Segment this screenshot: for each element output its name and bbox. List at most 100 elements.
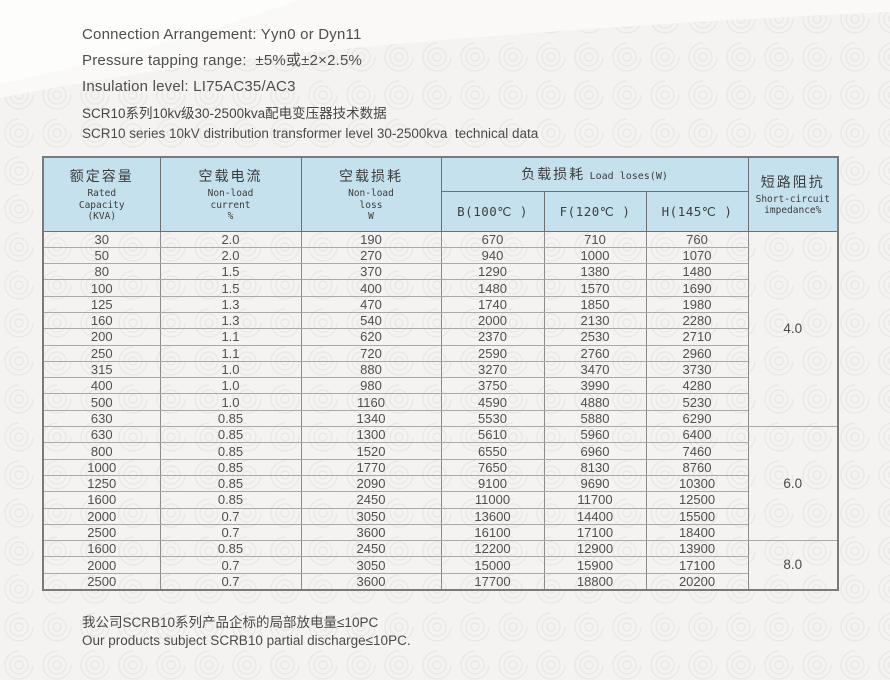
- table-cell: 670: [440, 230, 545, 248]
- table-cell: 13900: [645, 540, 749, 558]
- table-cell: 1850: [543, 295, 647, 313]
- table-cell: 9690: [543, 474, 647, 493]
- table-cell: 0.85: [159, 491, 302, 509]
- table-row: 500 1.0 1160 4590 4880 5230: [42, 393, 838, 411]
- table-title-block: SCR10系列10kv级30-2500kva配电变压器技术数据 SCR10 se…: [82, 104, 538, 144]
- table-cell: 630: [42, 409, 161, 428]
- table-cell: 17700: [440, 572, 545, 591]
- table-cell: 1.0: [159, 377, 302, 395]
- table-cell: 4880: [543, 393, 647, 411]
- table-cell: 470: [300, 295, 442, 313]
- table-cell: 1480: [645, 263, 749, 281]
- table-cell: 3990: [543, 377, 647, 395]
- table-cell: 13600: [440, 507, 545, 525]
- col-header-noload-loss-zh: 空载损耗: [339, 168, 403, 184]
- table-cell: 0.7: [159, 556, 302, 574]
- insulation-level-line: Insulation level: LI75AC35/AC3: [82, 78, 296, 95]
- table-row: 2500 0.7 3600 17700 18800 20200: [42, 572, 838, 591]
- col-header-noload-current: 空载电流 Non-load current %: [159, 156, 302, 232]
- table-cell: 0.7: [159, 507, 302, 525]
- table-cell: 8760: [645, 458, 749, 476]
- footer-note-en: Our products subject SCRB10 partial disc…: [82, 633, 411, 648]
- table-cell: 5880: [543, 409, 647, 428]
- table-cell: 125: [42, 295, 161, 313]
- table-cell: 1290: [440, 263, 545, 281]
- table-cell: 2710: [645, 328, 749, 346]
- table-cell: 1250: [42, 474, 161, 493]
- table-cell: 2000: [42, 556, 161, 574]
- table-cell: 1.1: [159, 328, 302, 346]
- table-cell: 315: [42, 360, 161, 379]
- table-cell: 1570: [543, 279, 647, 297]
- table-row: 80 1.5 370 1290 1380 1480: [42, 263, 838, 281]
- table-row: 1600 0.85 2450 12200 12900 13900 8.0: [42, 540, 839, 591]
- table-cell: 15500: [645, 507, 749, 525]
- table-cell: 2590: [440, 344, 545, 362]
- table-cell: 17100: [645, 556, 749, 574]
- table-cell: 0.85: [159, 442, 302, 460]
- table-row: 100 1.5 400 1480 1570 1690: [42, 279, 838, 297]
- table-row: 630 0.85 1340 5530 5880 6290: [42, 409, 838, 428]
- table-cell: 1070: [645, 246, 749, 265]
- table-header: 额定容量 Rated Capacity (KVA) 空载电流 Non-load …: [42, 156, 839, 232]
- table-cell: 14400: [543, 507, 647, 525]
- table-body: 30 2.0 190 670 710 760 4.0 50 2.0 270 940 1000 1070 8…: [42, 230, 839, 591]
- table-cell: 5610: [440, 426, 545, 444]
- table-cell: 1.0: [159, 393, 302, 411]
- table-row: 2000 0.7 3050 13600 14400 15500: [42, 507, 838, 525]
- col-header-rated-capacity-en: Rated Capacity (KVA): [78, 188, 125, 222]
- table-cell: 80: [42, 263, 161, 281]
- table-cell: 100: [42, 279, 161, 297]
- table-cell: 12200: [440, 540, 545, 558]
- table-cell: 2500: [42, 523, 161, 542]
- table-cell: 3470: [543, 360, 647, 379]
- table-cell: 270: [300, 246, 442, 265]
- table-cell: 980: [300, 377, 442, 395]
- table-cell: 1000: [42, 458, 161, 476]
- table-cell: 370: [300, 263, 442, 281]
- table-cell: 1.3: [159, 295, 302, 313]
- table-row: 250 1.1 720 2590 2760 2960: [42, 344, 838, 362]
- table-cell: 1340: [300, 409, 442, 428]
- table-row: 1600 0.85 2450 11000 11700 12500: [42, 491, 838, 509]
- col-header-class-b: B(100℃ ): [440, 190, 545, 232]
- technical-data-table: 额定容量 Rated Capacity (KVA) 空载电流 Non-load …: [42, 156, 840, 591]
- table-cell: 12500: [645, 491, 749, 509]
- col-header-rated-capacity-zh: 额定容量: [69, 168, 134, 184]
- table-cell: 15000: [440, 556, 545, 574]
- impedance-cell: 8.0: [747, 540, 839, 591]
- table-cell: 5530: [440, 409, 545, 428]
- table-cell: 1600: [42, 491, 161, 509]
- table-title-en: SCR10 series 10kV distribution transform…: [82, 126, 539, 141]
- table-row: 1000 0.85 1770 7650 8130 8760: [42, 458, 838, 476]
- col-header-noload-current-en: Non-load current %: [207, 188, 254, 222]
- table-cell: 4590: [440, 393, 545, 411]
- impedance-cell: 4.0: [747, 230, 839, 428]
- col-header-short-circuit-impedance: 短路阻抗 Short-circuit impedance%: [747, 156, 839, 232]
- table-cell: 2130: [543, 311, 647, 330]
- table-row: 2000 0.7 3050 15000 15900 17100: [42, 556, 838, 574]
- table-cell: 18400: [645, 523, 749, 542]
- table-cell: 1740: [440, 295, 545, 313]
- table-cell: 1520: [300, 442, 442, 460]
- table-cell: 1770: [300, 458, 442, 476]
- table-cell: 5230: [645, 393, 749, 411]
- table-cell: 3600: [300, 572, 442, 591]
- table-cell: 15900: [543, 556, 647, 574]
- table-cell: 9100: [440, 474, 545, 493]
- table-cell: 1.0: [159, 360, 302, 379]
- table-cell: 17100: [543, 523, 647, 542]
- col-header-noload-loss: 空载损耗 Non-load loss W: [300, 156, 442, 232]
- table-cell: 6400: [645, 426, 749, 444]
- table-cell: 50: [42, 246, 161, 265]
- table-cell: 16100: [440, 523, 545, 542]
- table-cell: 2450: [300, 540, 442, 558]
- table-cell: 0.7: [159, 572, 302, 591]
- table-row: 2500 0.7 3600 16100 17100 18400: [42, 523, 838, 542]
- table-cell: 710: [543, 230, 647, 248]
- footer-note-block: 我公司SCRB10系列产品企标的局部放电量≤10PC Our products …: [82, 614, 411, 650]
- table-cell: 1380: [543, 263, 647, 281]
- table-cell: 2090: [300, 474, 442, 493]
